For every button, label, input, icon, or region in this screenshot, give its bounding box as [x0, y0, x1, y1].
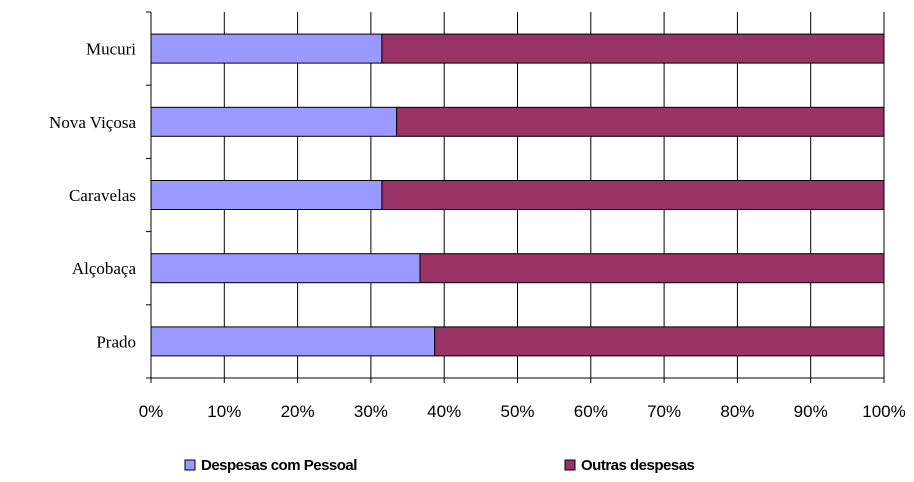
category-label: Nova Viçosa — [49, 113, 136, 132]
bar-segment-pessoal — [150, 253, 421, 284]
x-tick-label: 10% — [207, 402, 241, 421]
category-labels: Mucuri Nova Viçosa Caravelas Alçobaça Prado — [49, 40, 136, 352]
category-label: Mucuri — [86, 40, 136, 59]
x-tick-label: 90% — [794, 402, 828, 421]
x-tick-label: 50% — [500, 402, 534, 421]
x-tick-label: 0% — [139, 402, 164, 421]
category-label: Prado — [96, 332, 136, 351]
axes — [146, 11, 885, 383]
x-tick-labels: 0% 10% 20% 30% 40% 50% 60% 70% 80% 90% 100% — [139, 402, 906, 421]
legend: Despesas com Pessoal Outras despesas — [184, 457, 695, 474]
legend-swatch — [184, 459, 196, 471]
bar-segment-outras — [381, 33, 885, 64]
bar-segment-outras — [419, 253, 885, 284]
bar-segment-pessoal — [150, 106, 398, 137]
bar-segment-pessoal — [150, 33, 383, 64]
bar-segment-outras — [396, 106, 885, 137]
x-tick-label: 60% — [574, 402, 608, 421]
x-tick-label: 100% — [862, 402, 905, 421]
x-tick-label: 40% — [427, 402, 461, 421]
category-label: Alçobaça — [72, 259, 137, 278]
bar-segment-outras — [434, 326, 885, 357]
legend-label: Despesas com Pessoal — [201, 457, 357, 474]
bars — [150, 33, 885, 357]
legend-swatch — [564, 459, 576, 471]
x-tick-label: 20% — [281, 402, 315, 421]
bar-segment-pessoal — [150, 326, 436, 357]
x-tick-label: 80% — [720, 402, 754, 421]
legend-label: Outras despesas — [581, 457, 695, 474]
category-label: Caravelas — [69, 186, 136, 205]
x-tick-label: 30% — [354, 402, 388, 421]
bar-segment-outras — [381, 180, 885, 210]
bar-segment-pessoal — [150, 180, 383, 210]
x-tick-label: 70% — [647, 402, 681, 421]
